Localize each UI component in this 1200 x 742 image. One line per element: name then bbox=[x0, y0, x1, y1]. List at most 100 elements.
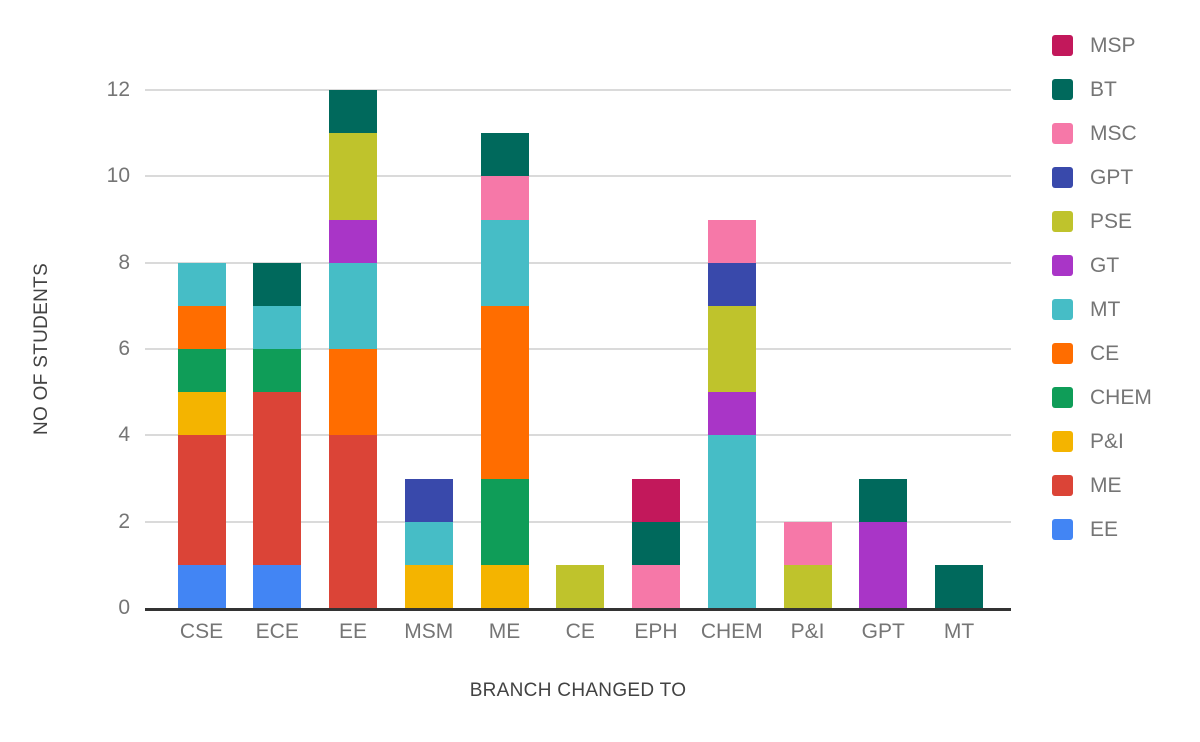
legend-swatch-BT bbox=[1052, 79, 1073, 100]
bar-segment-GPT-MSM[interactable] bbox=[404, 478, 453, 522]
bar-segment-MT-CSE[interactable] bbox=[177, 262, 226, 306]
x-axis-tick-label-PandI: P&I bbox=[790, 620, 825, 643]
bar-CE bbox=[556, 564, 605, 608]
y-axis-tick-label-0: 0 bbox=[118, 596, 130, 619]
x-axis-tick-label-EE: EE bbox=[338, 620, 367, 643]
legend-item-MSC: MSC bbox=[1052, 121, 1152, 145]
bar-segment-GPT-CHEM[interactable] bbox=[707, 262, 756, 306]
bar-segment-BT-EE[interactable] bbox=[329, 90, 377, 134]
legend-label-MSC: MSC bbox=[1090, 121, 1137, 145]
x-axis-tick-label-GPT: GPT bbox=[861, 620, 905, 643]
bar-segment-ME-ECE[interactable] bbox=[253, 392, 302, 565]
bar-ME bbox=[480, 133, 529, 608]
bar-segment-PSE-EE[interactable] bbox=[329, 133, 377, 220]
legend-swatch-CE bbox=[1052, 343, 1073, 364]
legend-swatch-ME bbox=[1052, 475, 1073, 496]
bar-segment-MT-MSM[interactable] bbox=[404, 521, 453, 565]
legend-label-CE: CE bbox=[1090, 341, 1120, 365]
legend-swatch-PandI bbox=[1052, 431, 1073, 452]
y-axis-tick-label-4: 4 bbox=[118, 423, 130, 447]
legend-label-PSE: PSE bbox=[1090, 209, 1133, 233]
bar-CHEM bbox=[707, 219, 756, 608]
plot-area bbox=[145, 89, 1011, 611]
legend-item-ME: ME bbox=[1052, 473, 1152, 497]
bar-segment-EE-CSE[interactable] bbox=[177, 564, 226, 608]
legend-label-BT: BT bbox=[1090, 77, 1117, 101]
y-axis-tick-label-6: 6 bbox=[118, 337, 130, 360]
bar-segment-MSC-ME[interactable] bbox=[480, 176, 529, 220]
bar-segment-PSE-CE[interactable] bbox=[556, 564, 605, 608]
bar-segment-BT-GPT[interactable] bbox=[859, 478, 908, 522]
bar-MT bbox=[935, 564, 983, 608]
bar-segment-PSE-CHEM[interactable] bbox=[707, 305, 756, 393]
bar-EE bbox=[329, 90, 377, 608]
legend-label-PandI: P&I bbox=[1090, 429, 1124, 453]
x-axis-tick-label-EPH: EPH bbox=[634, 620, 678, 643]
legend-label-GT: GT bbox=[1090, 253, 1120, 277]
x-axis-tick-label-MSM: MSM bbox=[404, 620, 454, 643]
gridline-y-6 bbox=[145, 348, 1011, 350]
legend-item-PSE: PSE bbox=[1052, 209, 1152, 233]
bar-segment-MT-CHEM[interactable] bbox=[707, 435, 756, 608]
legend-label-MT: MT bbox=[1090, 297, 1121, 321]
legend-item-GPT: GPT bbox=[1052, 165, 1152, 189]
legend-swatch-MSP bbox=[1052, 35, 1073, 56]
legend-item-CE: CE bbox=[1052, 341, 1152, 365]
x-axis-tick-label-MT: MT bbox=[943, 620, 975, 643]
gridline-y-2 bbox=[145, 520, 1011, 523]
bar-segment-MT-ECE[interactable] bbox=[253, 305, 302, 350]
x-axis-tick-label-CHEM: CHEM bbox=[700, 620, 763, 643]
bar-segment-MT-ME[interactable] bbox=[480, 219, 529, 306]
bar-segment-PandI-ME[interactable] bbox=[480, 564, 529, 608]
gridline-y-4 bbox=[145, 434, 1011, 437]
bar-segment-BT-EPH[interactable] bbox=[632, 521, 680, 565]
gridline-y-8 bbox=[145, 261, 1011, 264]
gridline-y-10 bbox=[145, 175, 1011, 178]
bar-segment-CE-ME[interactable] bbox=[480, 305, 529, 479]
bar-segment-BT-ME[interactable] bbox=[480, 133, 529, 177]
bar-segment-PandI-CSE[interactable] bbox=[177, 392, 226, 436]
bar-segment-CHEM-ME[interactable] bbox=[480, 478, 529, 565]
bar-segment-CE-CSE[interactable] bbox=[177, 305, 226, 350]
legend-label-CHEM: CHEM bbox=[1090, 385, 1152, 409]
legend-label-ME: ME bbox=[1090, 473, 1122, 497]
legend-item-CHEM: CHEM bbox=[1052, 385, 1152, 409]
bar-segment-GT-GPT[interactable] bbox=[859, 521, 908, 608]
bar-segment-CHEM-ECE[interactable] bbox=[253, 349, 302, 393]
bar-segment-BT-ECE[interactable] bbox=[253, 262, 302, 306]
x-axis-tick-label-CE: CE bbox=[565, 620, 595, 643]
legend-swatch-EE bbox=[1052, 519, 1073, 540]
bar-segment-PandI-MSM[interactable] bbox=[404, 564, 453, 608]
x-axis-tick-label-CSE: CSE bbox=[179, 620, 224, 643]
legend-swatch-MSC bbox=[1052, 123, 1073, 144]
bar-segment-ME-EE[interactable] bbox=[329, 435, 377, 608]
legend-label-GPT: GPT bbox=[1090, 165, 1134, 189]
bar-ECE bbox=[253, 262, 302, 608]
legend: MSP BT MSC GPT PSE GT MT CE CHEM P&I ME EE bbox=[1052, 34, 1152, 563]
y-axis-title: NO OF STUDENTS bbox=[31, 262, 52, 436]
legend-item-GT: GT bbox=[1052, 253, 1152, 277]
legend-swatch-MT bbox=[1052, 299, 1073, 320]
bar-segment-EE-ECE[interactable] bbox=[253, 564, 302, 608]
bar-EPH bbox=[632, 478, 680, 608]
bar-segment-PSE-PandI[interactable] bbox=[783, 564, 832, 608]
bar-MSM bbox=[404, 478, 453, 608]
bar-segment-ME-CSE[interactable] bbox=[177, 435, 226, 565]
bar-segment-CHEM-CSE[interactable] bbox=[177, 349, 226, 393]
bar-segment-GT-CHEM[interactable] bbox=[707, 392, 756, 436]
y-axis-tick-label-10: 10 bbox=[106, 164, 130, 188]
legend-swatch-PSE bbox=[1052, 211, 1073, 232]
bar-segment-GT-EE[interactable] bbox=[329, 219, 377, 263]
bar-segment-MSC-PandI[interactable] bbox=[783, 521, 832, 565]
bar-segment-CE-EE[interactable] bbox=[329, 349, 377, 436]
legend-swatch-GPT bbox=[1052, 167, 1073, 188]
bar-segment-MT-EE[interactable] bbox=[329, 262, 377, 350]
bar-segment-MSC-CHEM[interactable] bbox=[707, 219, 756, 263]
bar-PandI bbox=[783, 521, 832, 608]
bar-segment-MSC-EPH[interactable] bbox=[632, 564, 680, 608]
bar-segment-MSP-EPH[interactable] bbox=[632, 478, 680, 522]
bar-segment-BT-MT[interactable] bbox=[935, 564, 983, 608]
y-axis-tick-label-2: 2 bbox=[118, 509, 130, 533]
x-axis-title: BRANCH CHANGED TO bbox=[469, 680, 687, 701]
